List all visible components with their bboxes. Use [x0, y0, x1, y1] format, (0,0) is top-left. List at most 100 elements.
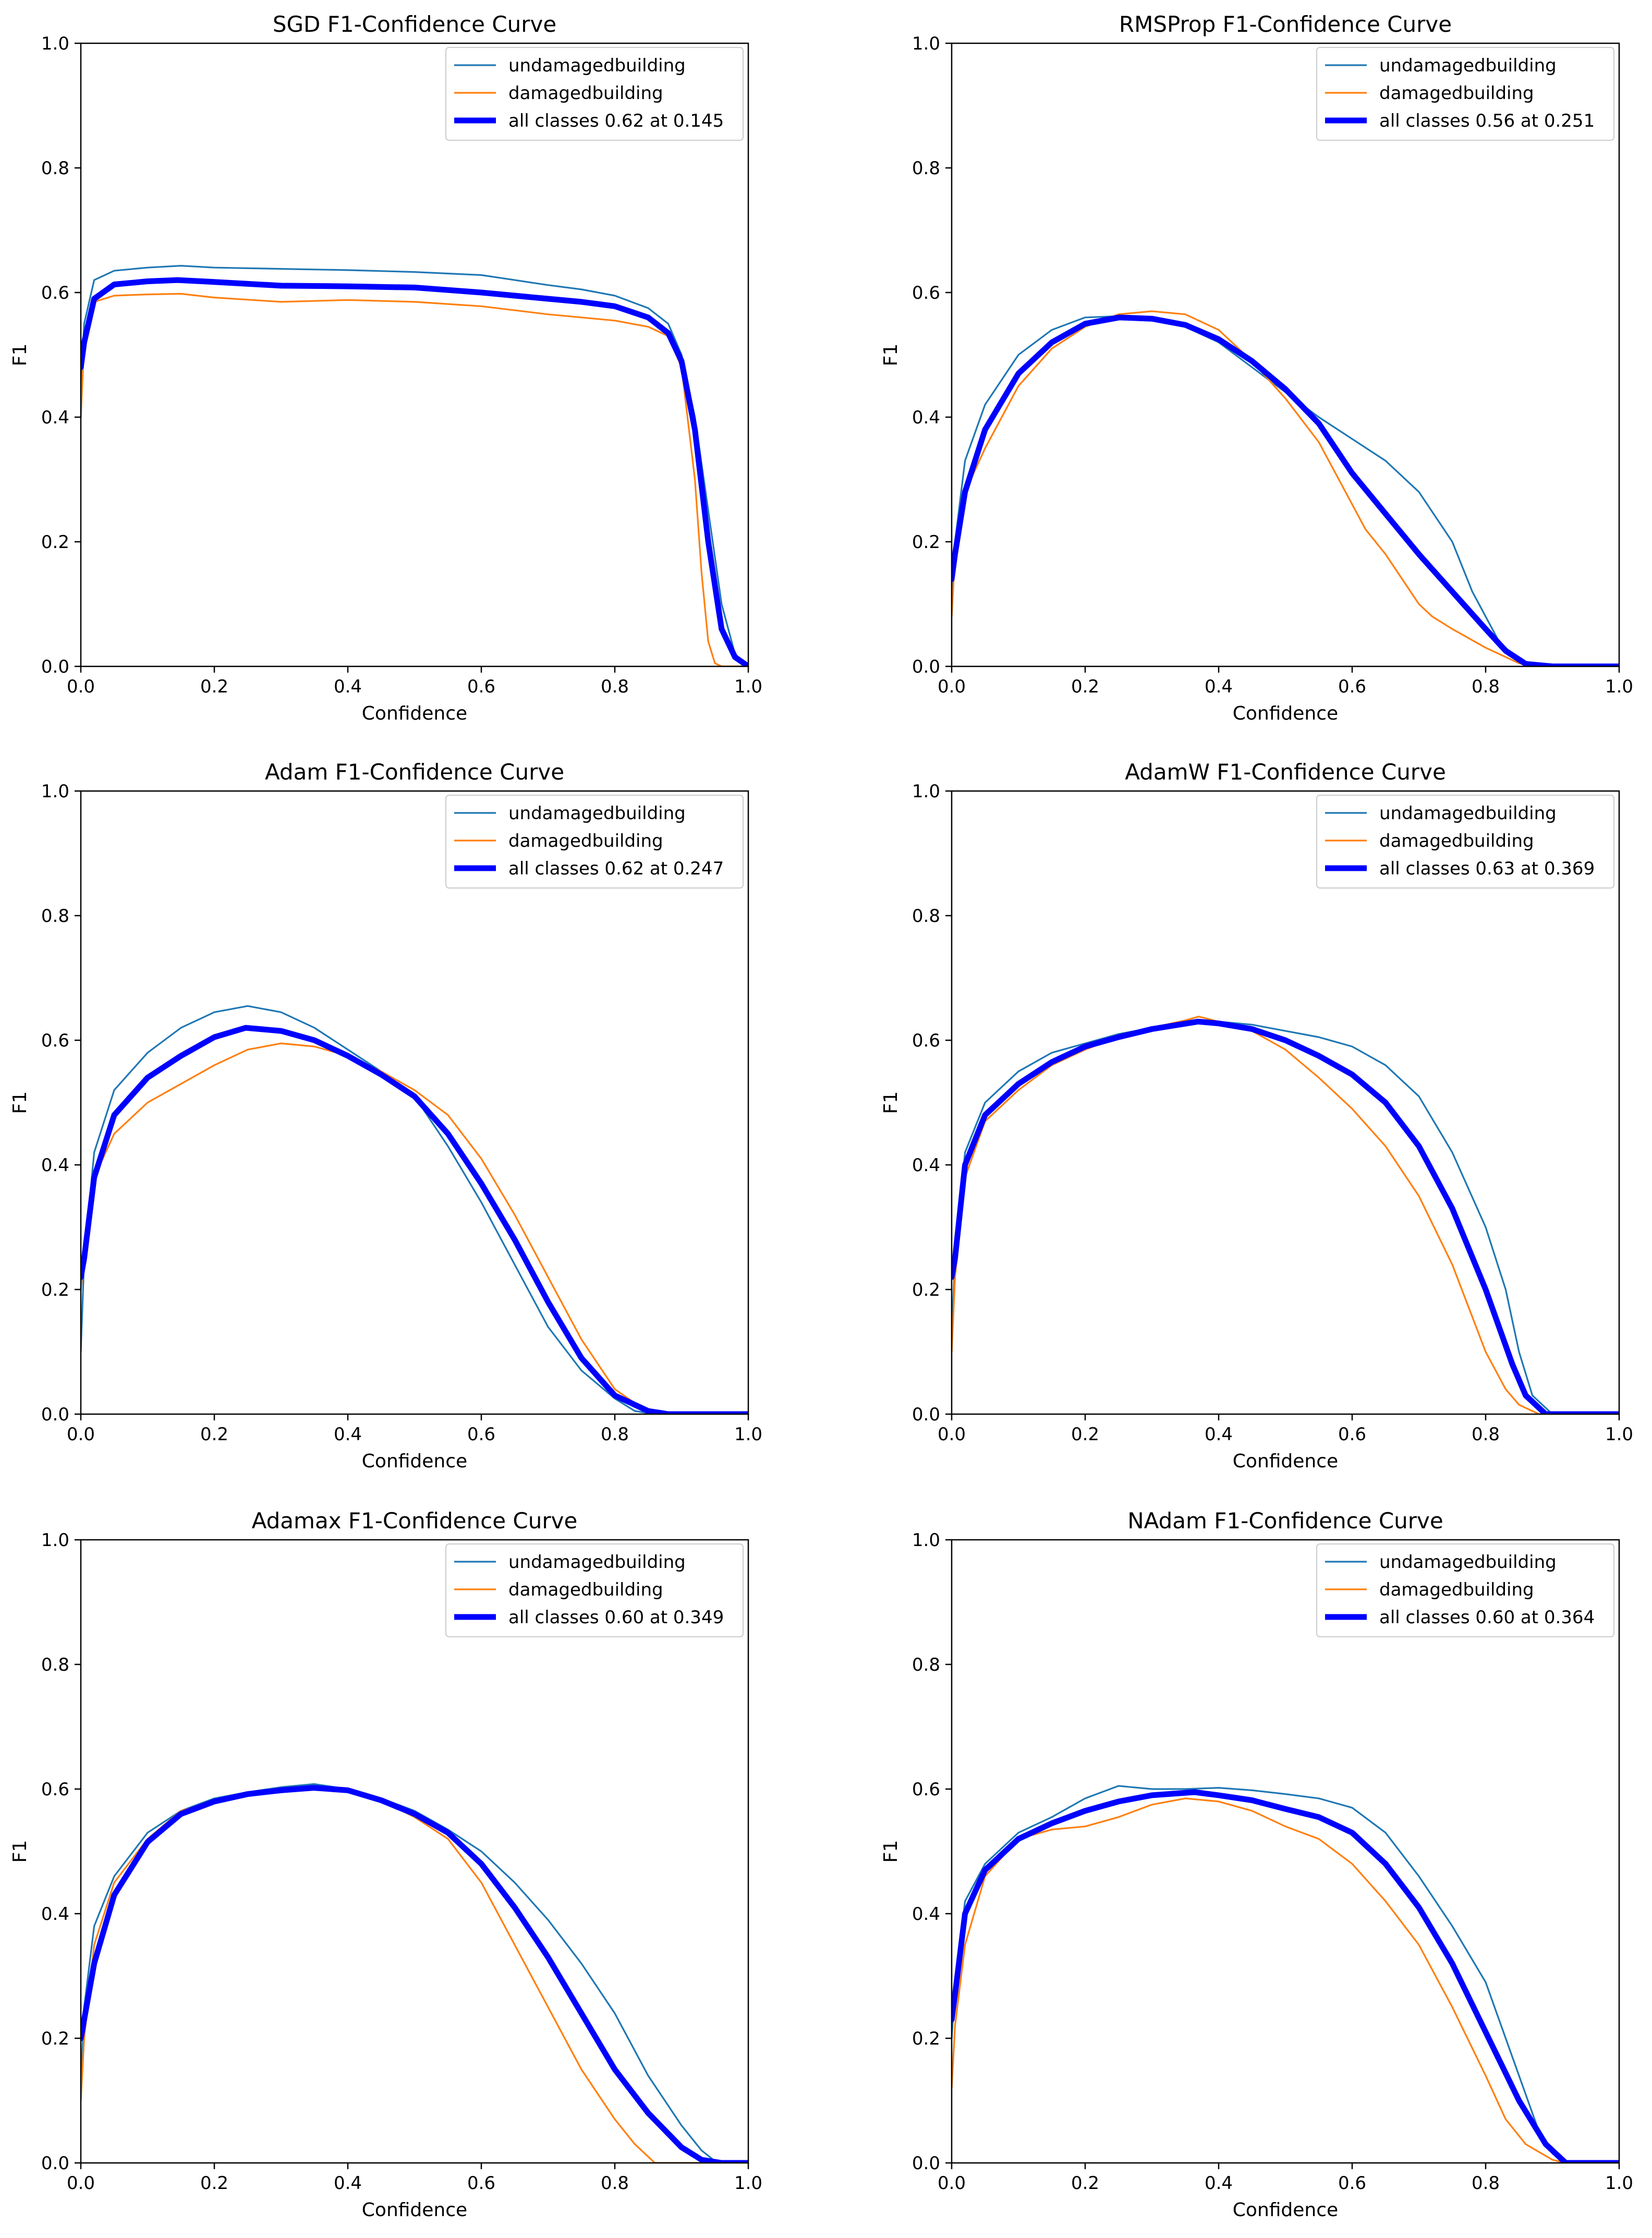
- legend-box: [445, 1543, 744, 1637]
- legend-box: [1316, 795, 1614, 889]
- y-tick-label: 0.4: [912, 407, 940, 428]
- x-tick-label: 0.8: [601, 1424, 629, 1445]
- x-tick-label: 0.0: [938, 1424, 966, 1445]
- legend-box: [1316, 1543, 1614, 1637]
- chart-panel: RMSProp F1-Confidence Curve 0.0 0.2 0.4 0.6 0…: [880, 11, 1633, 724]
- x-axis-label: Confidence: [362, 703, 467, 724]
- series-line-all-classes: [952, 314, 1619, 666]
- y-tick-label: 0.0: [41, 656, 69, 677]
- legend-label: undamagedbuilding: [508, 1552, 686, 1573]
- y-tick-label: 0.8: [912, 158, 940, 179]
- y-tick-label: 0.2: [41, 1280, 69, 1300]
- plot-frame: [80, 1539, 749, 2164]
- legend-box: [445, 47, 744, 141]
- legend-label: undamagedbuilding: [1379, 55, 1557, 76]
- x-tick-label: 0.6: [467, 2173, 495, 2194]
- x-tick-label: 0.4: [1205, 676, 1233, 697]
- plot-frame: [951, 42, 1620, 667]
- legend-label: damagedbuilding: [508, 1579, 663, 1600]
- y-tick-label: 0.0: [912, 2153, 940, 2174]
- y-tick-label: 0.8: [41, 1655, 69, 1675]
- x-tick-label: 0.6: [1338, 1424, 1366, 1445]
- x-tick-label: 1.0: [1605, 1424, 1633, 1445]
- y-tick-label: 0.8: [912, 906, 940, 927]
- series-line-undamaged: [81, 1005, 748, 1414]
- x-tick-label: 0.2: [200, 676, 228, 697]
- legend-label: all classes 0.60 at 0.349: [508, 1607, 724, 1628]
- legend-label: damagedbuilding: [508, 831, 663, 852]
- y-tick-label: 0.8: [41, 906, 69, 927]
- legend-label: damagedbuilding: [1379, 83, 1534, 104]
- chart-title: NAdam F1-Confidence Curve: [1127, 1508, 1443, 1534]
- series-line-undamaged: [952, 1020, 1619, 1414]
- series-line-all-classes: [81, 277, 748, 666]
- legend-label: all classes 0.63 at 0.369: [1379, 858, 1595, 879]
- y-axis-label: F1: [880, 1091, 902, 1114]
- y-tick-label: 0.2: [41, 532, 69, 553]
- y-tick-label: 1.0: [912, 33, 940, 54]
- y-tick-label: 0.0: [41, 2153, 69, 2174]
- x-axis-label: Confidence: [1233, 703, 1338, 724]
- x-axis-label: Confidence: [1233, 1451, 1338, 1472]
- y-tick-label: 0.4: [41, 1155, 69, 1176]
- series-line-all-classes: [81, 1785, 748, 2163]
- legend-label: all classes 0.62 at 0.145: [508, 111, 724, 131]
- x-tick-label: 0.2: [200, 1424, 228, 1445]
- legend-label: all classes 0.62 at 0.247: [508, 858, 724, 879]
- y-tick-label: 0.6: [912, 283, 940, 303]
- legend-label: damagedbuilding: [508, 83, 663, 104]
- legend-label: all classes 0.56 at 0.251: [1379, 111, 1595, 131]
- legend-label: damagedbuilding: [1379, 1579, 1534, 1600]
- y-tick-label: 1.0: [41, 33, 69, 54]
- x-tick-label: 0.8: [601, 2173, 629, 2194]
- chart-panel: SGD F1-Confidence Curve 0.0 0.2 0.4 0.6 0.8 1.…: [9, 11, 762, 724]
- plot-frame: [80, 42, 749, 667]
- y-tick-label: 0.8: [41, 158, 69, 179]
- legend-label: undamagedbuilding: [1379, 1552, 1557, 1573]
- x-tick-label: 0.2: [200, 2173, 228, 2194]
- x-tick-label: 0.2: [1071, 1424, 1099, 1445]
- y-tick-label: 0.0: [912, 1404, 940, 1425]
- x-tick-label: 0.6: [1338, 676, 1366, 697]
- y-tick-label: 1.0: [912, 1530, 940, 1551]
- chart-panel: Adam F1-Confidence Curve 0.0 0.2 0.4 0.6 0.8 1…: [9, 759, 762, 1472]
- x-axis-label: Confidence: [1233, 2199, 1338, 2221]
- legend-box: [1316, 47, 1614, 141]
- series-line-all-classes: [952, 1018, 1619, 1414]
- x-tick-label: 0.4: [334, 2173, 362, 2194]
- x-tick-label: 0.2: [1071, 2173, 1099, 2194]
- x-tick-label: 1.0: [734, 1424, 762, 1445]
- y-tick-label: 0.4: [912, 1155, 940, 1176]
- y-tick-label: 0.2: [912, 1280, 940, 1300]
- x-tick-label: 0.6: [467, 1424, 495, 1445]
- chart-title: Adam F1-Confidence Curve: [265, 759, 564, 785]
- series-line-all-classes: [952, 1789, 1619, 2163]
- x-tick-label: 1.0: [734, 2173, 762, 2194]
- y-tick-label: 0.4: [912, 1904, 940, 1925]
- x-tick-label: 0.0: [938, 676, 966, 697]
- x-tick-label: 0.8: [1472, 1424, 1500, 1445]
- chart-panel: NAdam F1-Confidence Curve 0.0 0.2 0.4 0.6 0.8…: [880, 1508, 1633, 2221]
- y-tick-label: 1.0: [41, 781, 69, 802]
- legend-label: undamagedbuilding: [508, 803, 686, 824]
- x-axis-label: Confidence: [362, 1451, 467, 1472]
- x-tick-label: 0.4: [334, 1424, 362, 1445]
- series-line-damaged: [952, 310, 1619, 666]
- chart-title: Adamax F1-Confidence Curve: [252, 1508, 578, 1534]
- y-axis-label: F1: [880, 344, 902, 367]
- x-tick-label: 0.4: [334, 676, 362, 697]
- y-tick-label: 0.4: [41, 1904, 69, 1925]
- x-tick-label: 0.0: [67, 2173, 95, 2194]
- x-tick-label: 0.0: [938, 2173, 966, 2194]
- legend-label: undamagedbuilding: [1379, 803, 1557, 824]
- chart-title: AdamW F1-Confidence Curve: [1125, 759, 1446, 785]
- y-axis-label: F1: [9, 344, 31, 367]
- plot-frame: [80, 790, 749, 1415]
- y-tick-label: 0.6: [41, 1779, 69, 1800]
- y-tick-label: 0.2: [41, 2028, 69, 2049]
- legend-label: damagedbuilding: [1379, 831, 1534, 852]
- x-tick-label: 0.4: [1205, 1424, 1233, 1445]
- y-tick-label: 0.6: [912, 1030, 940, 1051]
- y-tick-label: 0.2: [912, 532, 940, 553]
- y-tick-label: 0.0: [41, 1404, 69, 1425]
